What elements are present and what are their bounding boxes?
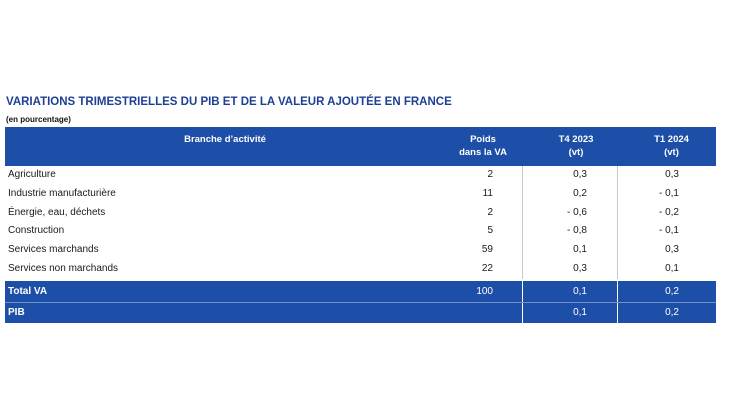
cell-poids: 2	[487, 206, 493, 218]
cell-poids: 59	[481, 244, 493, 256]
cell-branch: Énergie, eau, déchets	[8, 206, 106, 218]
cell-poids: 5	[487, 225, 493, 237]
cell-t1: 0,3	[665, 244, 679, 256]
table-subtitle: (en pourcentage)	[6, 115, 71, 124]
column-divider	[522, 166, 523, 279]
table-row: Services marchands 59 0,1 0,3	[5, 241, 716, 260]
cell-t4: 0,3	[573, 169, 587, 180]
cell-t4: 0,3	[573, 262, 587, 274]
cell-t4: 0,1	[573, 306, 587, 318]
cell-t4: 0,2	[573, 187, 587, 199]
gdp-table: Branche d’activité Poids dans la VA T4 20…	[5, 127, 716, 323]
header-t4-2023: T4 2023 (vt)	[558, 134, 594, 158]
cell-branch: Total VA	[8, 285, 48, 297]
cell-branch: Services non marchands	[8, 262, 119, 274]
table-title: VARIATIONS TRIMESTRIELLES DU PIB ET DE L…	[6, 96, 452, 108]
column-divider	[617, 166, 618, 279]
cell-branch: Agriculture	[8, 169, 56, 180]
cell-branch: PIB	[8, 306, 25, 318]
table-row: Industrie manufacturière 11 0,2 - 0,1	[5, 185, 716, 204]
cell-poids: 11	[482, 187, 493, 199]
column-divider	[617, 280, 618, 302]
cell-branch: Industrie manufacturière	[8, 187, 116, 199]
cell-branch: Services marchands	[8, 244, 99, 256]
header-branch: Branche d’activité	[184, 134, 266, 145]
total-va-row: Total VA 100 0,1 0,2	[5, 280, 716, 302]
header-poids: Poids dans la VA	[459, 134, 507, 158]
column-divider	[522, 280, 523, 302]
pib-row: PIB 0,1 0,2	[5, 301, 716, 323]
table-row: Services non marchands 22 0,3 0,1	[5, 260, 716, 279]
cell-t4: - 0,8	[566, 225, 587, 237]
table-row: Énergie, eau, déchets 2 - 0,6 - 0,2	[5, 204, 716, 223]
cell-t4: 0,1	[573, 244, 587, 256]
cell-t1: 0,2	[665, 285, 679, 297]
cell-t1: - 0,1	[658, 225, 679, 237]
column-divider	[522, 302, 523, 323]
table-row: Agriculture 2 0,3 0,3	[5, 166, 716, 185]
table-row: Construction 5 - 0,8 - 0,1	[5, 222, 716, 241]
cell-t4: 0,1	[573, 285, 587, 297]
table-header: Branche d’activité Poids dans la VA T4 20…	[5, 127, 716, 166]
cell-poids: 2	[487, 169, 493, 180]
cell-poids: 22	[481, 262, 493, 274]
cell-branch: Construction	[8, 225, 65, 237]
cell-t1: - 0,2	[658, 206, 679, 218]
cell-t1: - 0,1	[658, 187, 679, 199]
cell-t4: - 0,6	[566, 206, 587, 218]
cell-t1: 0,3	[665, 169, 679, 180]
cell-t1: 0,1	[665, 262, 679, 274]
cell-t1: 0,2	[665, 306, 679, 318]
column-divider	[617, 302, 618, 323]
header-t1-2024: T1 2024 (vt)	[654, 134, 689, 158]
cell-poids: 100	[476, 285, 493, 297]
